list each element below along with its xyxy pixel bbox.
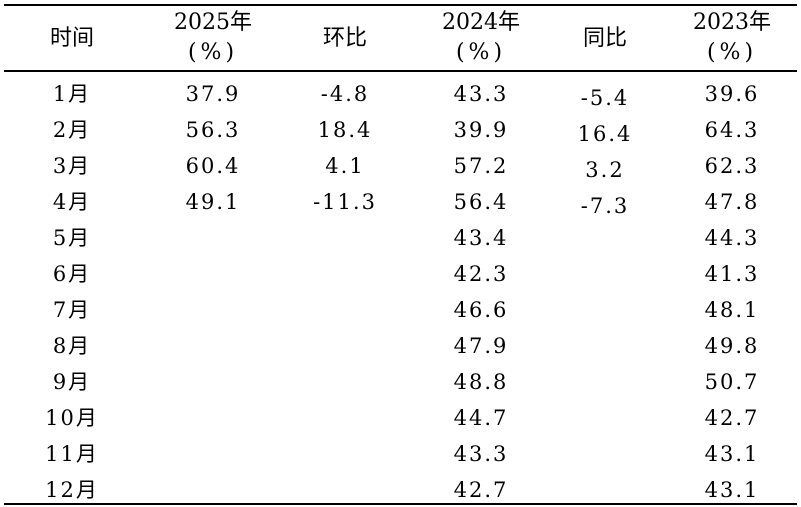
table-cell: 18.4 [317,118,373,142]
table-cell: 39.6 [704,82,760,106]
table-cell: 42.7 [453,478,509,502]
header-label: 2024年 [442,10,520,35]
table-cell: 43.4 [453,226,509,250]
row-month-label: 2月 [52,118,92,142]
table-cell: 56.3 [185,118,241,142]
row-month-label: 10月 [45,406,99,430]
header-unit: (%) [706,40,758,65]
header-label: 2023年 [693,10,771,35]
table-cell: 49.8 [704,334,760,358]
table-cell: 37.9 [185,82,241,106]
table-cell: -5.4 [580,86,630,110]
header-label: 2025年 [174,10,252,35]
row-month-label: 4月 [52,190,92,214]
table-cell: 62.3 [704,154,760,178]
row-month-label: 3月 [52,154,92,178]
table-cell: -7.3 [580,194,630,218]
header-unit: (%) [455,40,507,65]
table-cell: 64.3 [704,118,760,142]
row-month-label: 8月 [52,334,92,358]
table-cell: 47.8 [704,190,760,214]
header-cell: 同比 [583,24,627,54]
header-cell: 2025年 (%) [174,8,252,68]
row-month-label: 5月 [52,226,92,250]
table-cell: 39.9 [453,118,509,142]
table-cell: 16.4 [577,122,633,146]
header-label: 时间 [49,26,95,51]
row-month-label: 7月 [52,298,92,322]
table-cell: 50.7 [704,370,760,394]
table-cell: 47.9 [453,334,509,358]
table-cell: 41.3 [704,262,760,286]
table-cell: 4.1 [325,154,365,178]
table-cell: 42.7 [704,406,760,430]
header-cell: 2023年 (%) [693,8,771,68]
row-month-label: 11月 [45,442,99,466]
table-cell: -4.8 [320,82,370,106]
table-cell: 43.1 [704,478,760,502]
table-cell: 60.4 [185,154,241,178]
table-cell: 43.3 [453,442,509,466]
table-cell: 46.6 [453,298,509,322]
table-cell: 42.3 [453,262,509,286]
header-cell: 环比 [323,24,367,54]
table-cell: -11.3 [313,190,377,214]
row-month-label: 6月 [52,262,92,286]
table-cell: 44.7 [453,406,509,430]
table-bottom-rule [4,503,797,505]
table-cell: 48.8 [453,370,509,394]
table-cell: 43.1 [704,442,760,466]
table-cell: 57.2 [453,154,509,178]
table-header-rule [4,70,797,72]
header-cell: 时间 [50,24,94,54]
table-cell: 56.4 [453,190,509,214]
table-cell: 49.1 [185,190,241,214]
header-label: 同比 [582,26,628,51]
row-month-label: 1月 [52,82,92,106]
header-cell: 2024年 (%) [442,8,520,68]
row-month-label: 9月 [52,370,92,394]
table-cell: 48.1 [704,298,760,322]
row-month-label: 12月 [45,478,99,502]
header-unit: (%) [187,40,239,65]
table-cell: 44.3 [704,226,760,250]
table-cell: 3.2 [585,158,625,182]
table-cell: 43.3 [453,82,509,106]
table-top-rule [4,4,797,6]
header-label: 环比 [322,26,368,51]
